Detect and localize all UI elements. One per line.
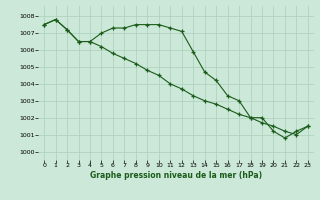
X-axis label: Graphe pression niveau de la mer (hPa): Graphe pression niveau de la mer (hPa) <box>90 171 262 180</box>
